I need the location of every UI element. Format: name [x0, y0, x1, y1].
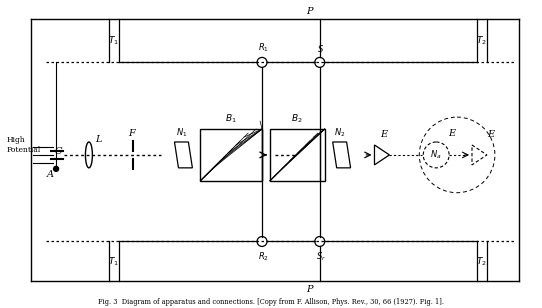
Text: A: A [47, 170, 54, 179]
Bar [270, 129, 325, 181]
Text: $T_1$: $T_1$ [108, 255, 119, 268]
Text: High
Potential: High Potential [7, 136, 41, 154]
Circle shape [54, 166, 59, 171]
Text: $S$: $S$ [317, 43, 324, 55]
Text: $R_1$: $R_1$ [257, 42, 268, 55]
Text: $N_1$: $N_1$ [176, 127, 187, 139]
Text: C: C [55, 148, 62, 156]
Text: $B_2$: $B_2$ [291, 112, 302, 125]
Text: $R_2$: $R_2$ [257, 250, 268, 263]
Text: $T_1$: $T_1$ [108, 34, 119, 47]
Bar [201, 129, 262, 181]
Text: E: E [449, 129, 456, 138]
Text: $B_1$: $B_1$ [225, 112, 237, 125]
Text: Fig. 3  Diagram of apparatus and connections. [Copy from F. Allison, Phys. Rev.,: Fig. 3 Diagram of apparatus and connecti… [98, 298, 444, 306]
Text: P: P [307, 6, 313, 16]
Text: $N_a$: $N_a$ [430, 149, 442, 161]
Text: $T_2$: $T_2$ [476, 255, 487, 268]
Text: F: F [128, 129, 135, 138]
Polygon shape [375, 145, 389, 165]
Text: L: L [95, 136, 101, 144]
Text: $S_r$: $S_r$ [316, 250, 326, 263]
Text: $N_2$: $N_2$ [334, 127, 345, 139]
Text: E: E [487, 130, 494, 139]
Text: $T_2$: $T_2$ [476, 34, 487, 47]
Text: P: P [307, 285, 313, 294]
Text: E: E [380, 130, 387, 139]
